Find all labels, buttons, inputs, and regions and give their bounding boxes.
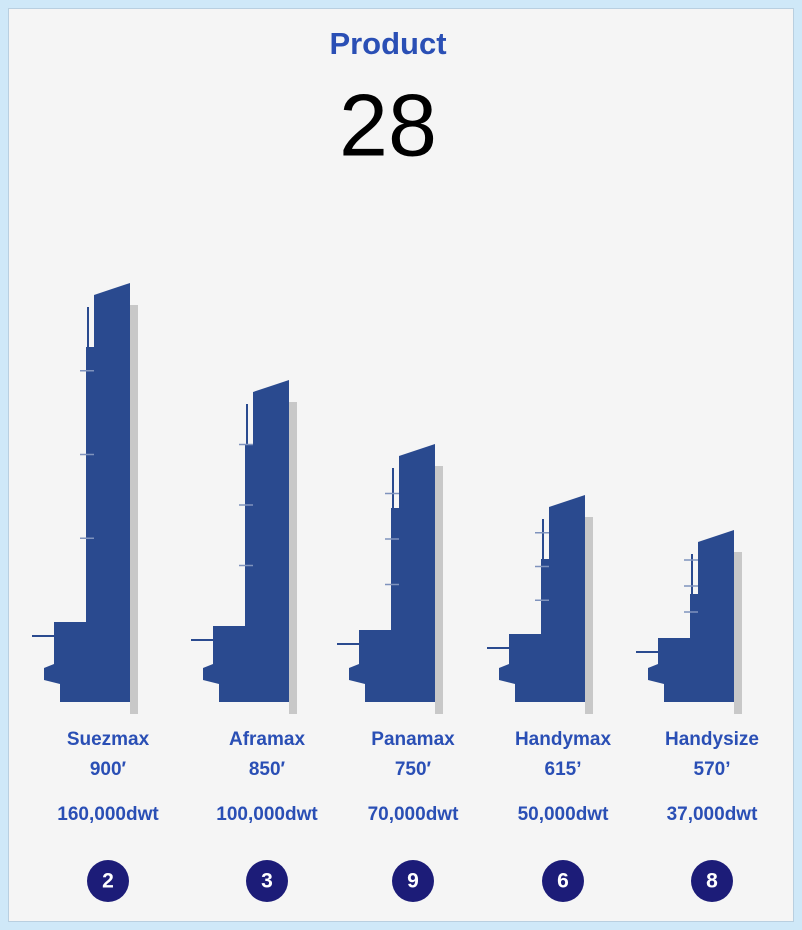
ship-count: 9 <box>407 870 419 893</box>
ship-dwt: 160,000dwt <box>57 804 159 825</box>
count-badge <box>246 860 288 902</box>
ship-dwt: 100,000dwt <box>216 804 318 825</box>
ship-length: 900′ <box>90 759 127 780</box>
title: Product <box>329 26 446 61</box>
count-badge <box>392 860 434 902</box>
ship-name: Panamax <box>371 729 455 750</box>
ship-length: 850′ <box>249 759 286 780</box>
ship-dwt: 50,000dwt <box>518 804 609 825</box>
ship-count: 6 <box>557 870 569 893</box>
ship-length: 615’ <box>545 759 582 780</box>
ship-dwt: 37,000dwt <box>667 804 758 825</box>
ship-length: 570’ <box>694 759 731 780</box>
ship-shadow <box>130 305 138 714</box>
ship-length: 750′ <box>395 759 432 780</box>
count-badge <box>542 860 584 902</box>
count-badge <box>691 860 733 902</box>
ship-count: 8 <box>706 870 718 893</box>
ship-count: 2 <box>102 870 114 893</box>
ship-shadow <box>435 466 443 714</box>
ship-name: Handymax <box>515 729 612 750</box>
ship-shadow <box>289 402 297 714</box>
ship-name: Handysize <box>665 729 759 750</box>
ship-count: 3 <box>261 870 273 893</box>
ship-dwt: 70,000dwt <box>368 804 459 825</box>
ship-shadow <box>734 552 742 714</box>
ship-shadow <box>585 517 593 714</box>
count-badge <box>87 860 129 902</box>
ship-name: Suezmax <box>67 729 150 750</box>
total: 28 <box>339 75 437 174</box>
ship-name: Aframax <box>229 729 305 750</box>
